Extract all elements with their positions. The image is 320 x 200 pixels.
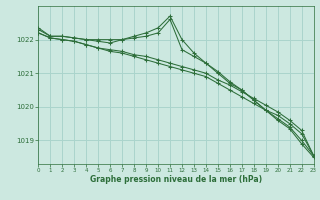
X-axis label: Graphe pression niveau de la mer (hPa): Graphe pression niveau de la mer (hPa) (90, 175, 262, 184)
